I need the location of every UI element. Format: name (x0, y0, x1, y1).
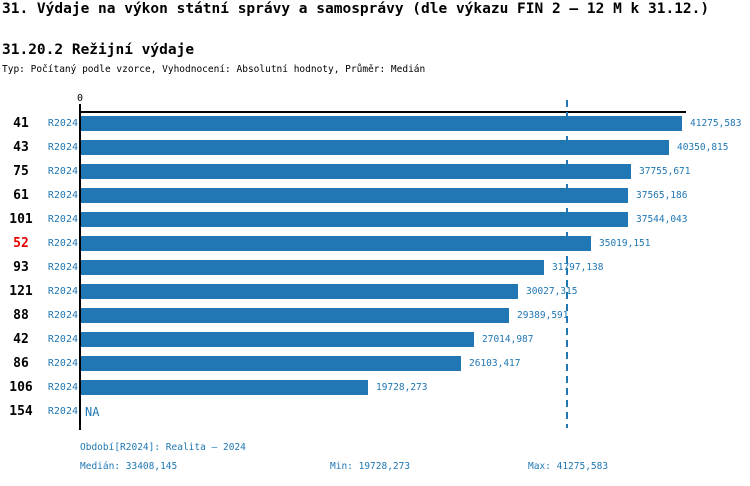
median-line (566, 100, 568, 428)
bar-value-label: 31797,138 (552, 262, 604, 273)
x-axis-line (80, 111, 686, 113)
row-rank-label: 106 (9, 380, 33, 395)
row-rank-label: 41 (13, 116, 29, 131)
row-period-label: R2024 (47, 310, 78, 321)
row-period-label: R2024 (47, 358, 78, 369)
bar-value-label: 30027,315 (526, 286, 578, 297)
axis-zero-label: 0 (76, 93, 84, 104)
row-rank-label: 43 (13, 140, 29, 155)
row-period-label: R2024 (47, 406, 78, 417)
row-rank-label: 75 (13, 164, 29, 179)
footer-median-label: Medián: 33408,145 (80, 461, 178, 472)
bar (81, 308, 509, 323)
bar (81, 164, 631, 179)
footer-max-label: Max: 41275,583 (528, 461, 609, 472)
row-rank-label: 154 (9, 404, 33, 419)
bar (81, 356, 461, 371)
row-rank-label: 86 (13, 356, 29, 371)
meta-line: Typ: Počítaný podle vzorce, Vyhodnocení:… (2, 64, 426, 75)
chart-row: 52 R2024 35019,151 (0, 232, 750, 256)
footer-min-label: Min: 19728,273 (330, 461, 411, 472)
chart-row: 106 R2024 19728,273 (0, 376, 750, 400)
bar (81, 140, 669, 155)
bar-value-label: 37755,671 (639, 166, 691, 177)
row-period-label: R2024 (47, 286, 78, 297)
bar-value-label: 27014,987 (482, 334, 534, 345)
row-rank-label: 101 (9, 212, 33, 227)
row-period-label: R2024 (47, 166, 78, 177)
bar (81, 284, 518, 299)
na-label: NA (85, 405, 100, 419)
row-period-label: R2024 (47, 334, 78, 345)
bar-value-label: 35019,151 (599, 238, 651, 249)
chart-row: 88 R2024 29389,591 (0, 304, 750, 328)
y-axis-line (79, 104, 81, 430)
chart-row: 61 R2024 37565,186 (0, 184, 750, 208)
row-period-label: R2024 (47, 238, 78, 249)
bar-value-label: 19728,273 (376, 382, 428, 393)
bar (81, 212, 628, 227)
bar-value-label: 37565,186 (636, 190, 688, 201)
bar-value-label: 41275,583 (690, 118, 742, 129)
bar (81, 116, 682, 131)
chart-row: 93 R2024 31797,138 (0, 256, 750, 280)
chart-row: 75 R2024 37755,671 (0, 160, 750, 184)
section-title: 31.20.2 Režijní výdaje (2, 42, 195, 58)
row-rank-label: 121 (9, 284, 33, 299)
chart-row: 43 R2024 40350,815 (0, 136, 750, 160)
row-period-label: R2024 (47, 214, 78, 225)
chart-row: 121 R2024 30027,315 (0, 280, 750, 304)
bar (81, 380, 368, 395)
chart-row: 41 R2024 41275,583 (0, 112, 750, 136)
row-rank-label: 61 (13, 188, 29, 203)
row-rank-label: 88 (13, 308, 29, 323)
bar (81, 260, 544, 275)
row-period-label: R2024 (47, 382, 78, 393)
page-title: 31. Výdaje na výkon státní správy a samo… (2, 1, 710, 17)
chart-row: 42 R2024 27014,987 (0, 328, 750, 352)
bar (81, 188, 628, 203)
row-rank-label: 93 (13, 260, 29, 275)
bar-value-label: 29389,591 (517, 310, 569, 321)
bar-value-label: 37544,043 (636, 214, 688, 225)
row-period-label: R2024 (47, 142, 78, 153)
row-rank-label: 52 (13, 236, 29, 251)
footer-period-line: Období[R2024]: Realita – 2024 (80, 442, 246, 453)
chart-row: 86 R2024 26103,417 (0, 352, 750, 376)
bar (81, 332, 474, 347)
row-period-label: R2024 (47, 262, 78, 273)
chart-row: 101 R2024 37544,043 (0, 208, 750, 232)
row-period-label: R2024 (47, 118, 78, 129)
bar (81, 236, 591, 251)
row-rank-label: 42 (13, 332, 29, 347)
bar-value-label: 40350,815 (677, 142, 729, 153)
chart-row: 154 R2024 NA (0, 400, 750, 424)
bar-value-label: 26103,417 (469, 358, 521, 369)
row-period-label: R2024 (47, 190, 78, 201)
